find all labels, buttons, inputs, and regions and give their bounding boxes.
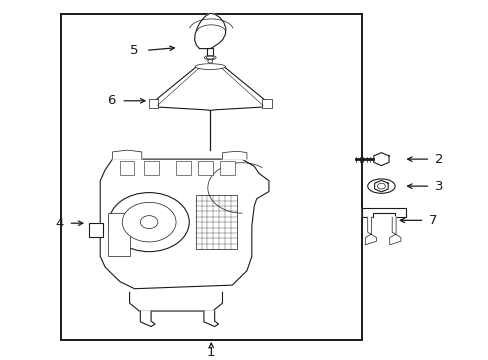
Polygon shape [365, 217, 376, 245]
Text: 2: 2 [434, 153, 443, 166]
Polygon shape [203, 311, 218, 327]
Ellipse shape [207, 59, 212, 63]
Ellipse shape [204, 55, 216, 60]
Text: 6: 6 [107, 94, 116, 107]
Ellipse shape [206, 56, 214, 59]
Text: 5: 5 [130, 44, 139, 57]
Bar [120, 161, 134, 175]
Polygon shape [194, 13, 225, 49]
Circle shape [140, 216, 158, 229]
Polygon shape [374, 180, 387, 192]
Bar [144, 161, 159, 175]
Polygon shape [151, 67, 268, 111]
Polygon shape [100, 159, 268, 289]
Circle shape [109, 193, 189, 252]
Text: 7: 7 [428, 214, 437, 227]
Circle shape [122, 202, 176, 242]
Bar [195, 195, 237, 249]
Bar [89, 223, 103, 237]
Ellipse shape [367, 179, 394, 193]
Bar [220, 161, 234, 175]
Text: 3: 3 [434, 180, 443, 193]
Ellipse shape [195, 64, 225, 69]
Polygon shape [373, 153, 388, 166]
Bar [176, 161, 190, 175]
Text: 1: 1 [206, 346, 215, 359]
Bar [61, 14, 361, 340]
Bar [198, 161, 212, 175]
Polygon shape [129, 292, 222, 311]
Circle shape [377, 183, 385, 189]
Bar [262, 99, 271, 108]
Bar [148, 99, 158, 108]
Polygon shape [222, 151, 246, 159]
Text: 4: 4 [55, 217, 64, 230]
Polygon shape [361, 208, 405, 217]
Polygon shape [389, 217, 400, 245]
Bar [107, 213, 129, 256]
Polygon shape [112, 150, 142, 159]
Polygon shape [140, 311, 155, 327]
Bar [207, 48, 213, 58]
